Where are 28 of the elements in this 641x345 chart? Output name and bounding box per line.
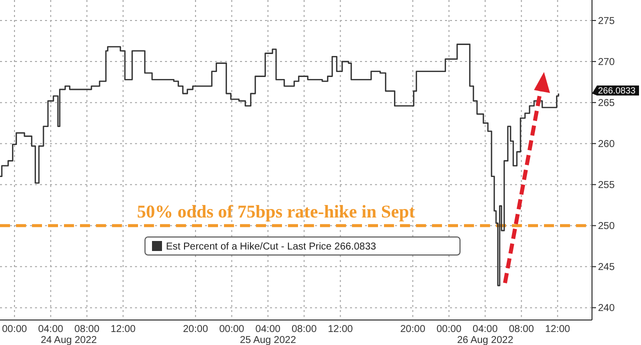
y-tick-label: 275: [598, 16, 616, 28]
x-tick-label: 20:00: [400, 324, 426, 335]
x-tick-label: 08:00: [508, 324, 534, 335]
y-tick-label: 240: [598, 303, 616, 314]
x-tick-label: 12:00: [110, 324, 136, 335]
x-tick-label: 12:00: [328, 324, 354, 335]
x-tick-label: 04:00: [472, 324, 498, 335]
ref-line-label: 50% odds of 75bps rate-hike in Sept: [136, 202, 416, 222]
y-tick-label: 265: [598, 98, 616, 110]
x-tick-label: 00:00: [219, 324, 245, 335]
x-tick-label: 20:00: [183, 324, 208, 335]
text: 26 Aug 2022: [457, 335, 514, 345]
y-tick-label: 245: [598, 262, 616, 274]
y-tick-label: 270: [598, 57, 616, 68]
x-tick-label: 12:00: [545, 324, 571, 335]
y-tick-label: 255: [598, 180, 616, 192]
x-tick-label: 08:00: [292, 324, 318, 335]
text: 24 Aug 2022: [40, 335, 98, 345]
y-tick-label: 250: [598, 221, 616, 232]
x-tick-label: 00:00: [2, 324, 28, 335]
text: 25 Aug 2022: [240, 335, 296, 345]
x-tick-label: 04:00: [255, 324, 281, 335]
x-tick-label: 04:00: [38, 324, 64, 335]
x-tick-label: 08:00: [74, 324, 100, 335]
legend-label: Est Percent of a Hike/Cut - Last Price 266.0833: [166, 242, 377, 252]
y-tick-label: 260: [598, 139, 616, 150]
text: 266.0833: [598, 86, 636, 96]
x-tick-label: 00:00: [436, 324, 462, 335]
